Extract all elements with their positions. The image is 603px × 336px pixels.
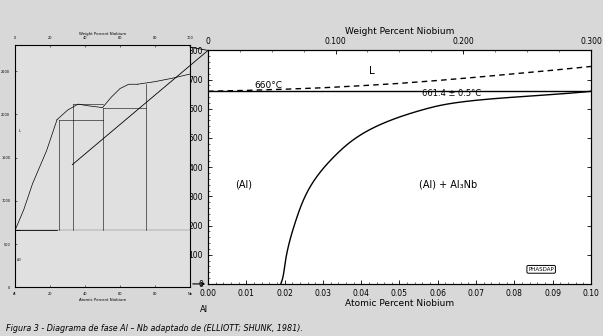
Y-axis label: Temperature °C: Temperature °C: [177, 132, 186, 203]
Text: Figura 3 - Diagrama de fase Al – Nb adaptado de (ELLIOTT; SHUNK, 1981).: Figura 3 - Diagrama de fase Al – Nb adap…: [6, 324, 303, 333]
Text: Al: Al: [200, 305, 208, 314]
Text: L: L: [19, 129, 21, 133]
Text: L: L: [369, 66, 374, 76]
X-axis label: Atomic Percent Niobium: Atomic Percent Niobium: [79, 298, 126, 301]
Text: 661.4 ± 0.5°C: 661.4 ± 0.5°C: [423, 89, 482, 98]
Text: (Al): (Al): [17, 258, 22, 262]
X-axis label: Weight Percent Niobium: Weight Percent Niobium: [79, 32, 126, 36]
Text: (Al): (Al): [235, 180, 252, 190]
Text: (Al) + Al₃Nb: (Al) + Al₃Nb: [418, 180, 477, 190]
Text: PHASDAP: PHASDAP: [528, 267, 554, 272]
X-axis label: Weight Percent Niobium: Weight Percent Niobium: [345, 27, 454, 36]
Text: 660°C: 660°C: [254, 81, 282, 90]
X-axis label: Atomic Percent Niobium: Atomic Percent Niobium: [345, 299, 454, 308]
